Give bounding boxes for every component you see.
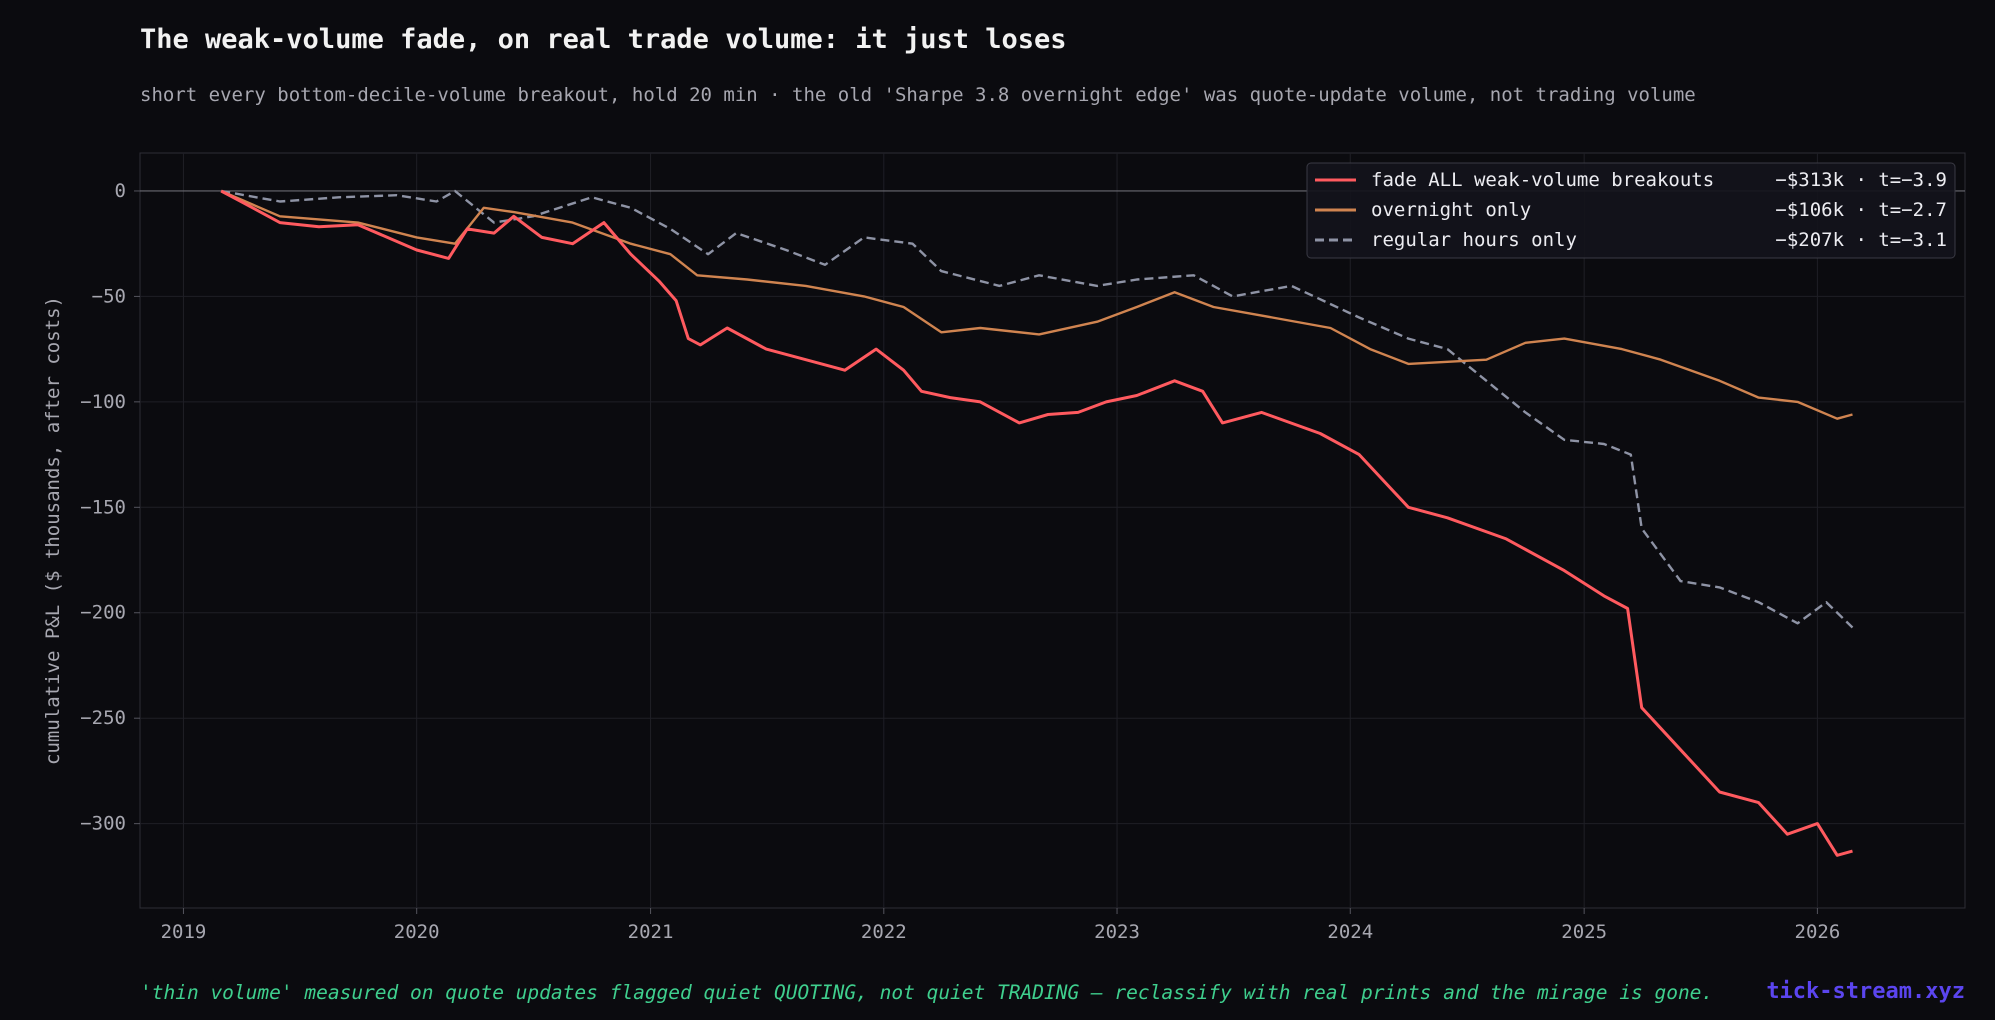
x-tick-label: 2021 (628, 921, 674, 943)
x-tick-label: 2024 (1327, 921, 1373, 943)
y-tick-label: −50 (92, 285, 126, 307)
footer-note: 'thin volume' measured on quote updates … (140, 981, 1714, 1004)
x-tick-label: 2023 (1094, 921, 1140, 943)
legend-stat: −$313k · t=−3.9 (1775, 169, 1947, 191)
y-tick-label: −250 (80, 707, 126, 729)
x-tick-label: 2025 (1561, 921, 1607, 943)
y-tick-label: −200 (80, 602, 126, 624)
x-tick-label: 2020 (394, 921, 440, 943)
legend-stat: −$207k · t=−3.1 (1775, 229, 1947, 251)
brand-link[interactable]: tick-stream.xyz (1766, 979, 1965, 1004)
legend-entry-fade-all: fade ALL weak-volume breakouts −$313k · t… (1315, 169, 1947, 191)
y-tick-label: 0 (115, 180, 126, 202)
chart-title: The weak-volume fade, on real trade volu… (140, 24, 1067, 55)
x-tick-label: 2022 (861, 921, 907, 943)
plot-frame (139, 152, 1966, 909)
legend: fade ALL weak-volume breakouts −$313k · t… (1306, 162, 1956, 259)
legend-label: fade ALL weak-volume breakouts (1371, 169, 1714, 191)
legend-label: overnight only (1371, 199, 1531, 221)
series-line-fade-all (220, 189, 1853, 857)
y-axis-label: cumulative P&L ($ thousands, after costs… (42, 296, 64, 765)
x-tick-label: 2019 (161, 921, 207, 943)
y-tick-label: −100 (80, 391, 126, 413)
legend-entry-overnight: overnight only −$106k · t=−2.7 (1315, 199, 1947, 221)
legend-box (1306, 162, 1956, 259)
y-tick-label: −150 (80, 496, 126, 518)
legend-entry-regular-hours: regular hours only −$207k · t=−3.1 (1315, 229, 1947, 251)
x-tick-label: 2026 (1795, 921, 1841, 943)
chart-canvas: 0 −50 −100 −150 −200 −250 −300 2019 2020 2021 2022… (42, 152, 1966, 943)
series-line-regular-hours (220, 189, 1854, 629)
y-tick-label: −300 (80, 813, 126, 835)
chart-subtitle: short every bottom-decile-volume breakou… (140, 84, 1696, 106)
legend-stat: −$106k · t=−2.7 (1775, 199, 1947, 221)
series-line-overnight (220, 189, 1853, 420)
legend-label: regular hours only (1371, 229, 1577, 251)
